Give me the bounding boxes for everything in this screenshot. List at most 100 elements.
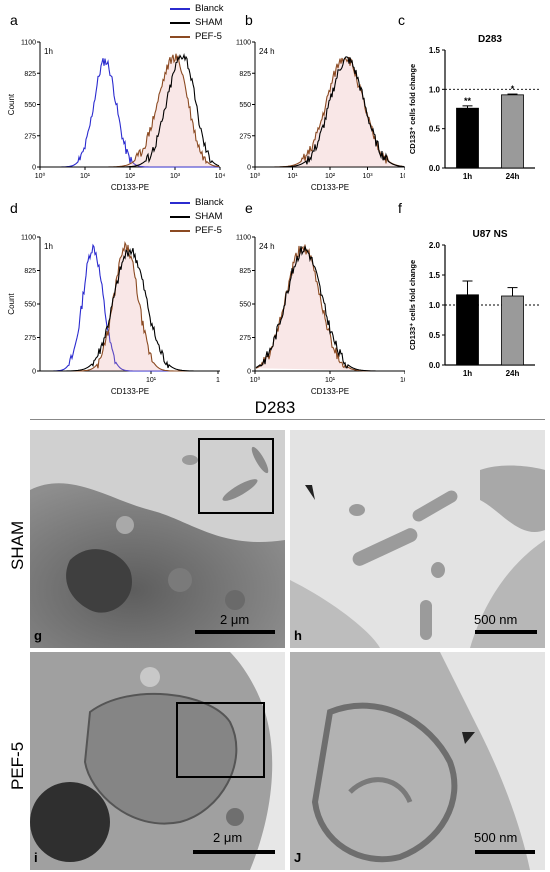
em-image-g: g 2 μm (30, 430, 285, 648)
x-tick-label: 24h (506, 172, 520, 181)
y-axis-label: CD133⁺ cells fold change (408, 64, 417, 154)
bar-1h (456, 294, 479, 366)
histogram-b: 0 275 550 825 1100 10⁰ 10¹ 10² 10³ 10⁴ CD133-PE 24 … (236, 40, 405, 192)
y-tick-label: 0 (247, 369, 251, 376)
x-tick-label: 10⁴ (400, 173, 405, 180)
inset-box-g (198, 438, 274, 514)
significance-label: ** (464, 96, 472, 106)
scale-bar-j (475, 850, 535, 854)
legend-item-pef5: PEF-5 (170, 224, 224, 238)
y-tick-label: 1.0 (429, 301, 441, 310)
scale-label-i: 2 μm (213, 830, 243, 845)
y-tick-label: 275 (239, 335, 251, 342)
panel-letter-d: d (10, 200, 18, 216)
row-label-pef5: PEF-5 (8, 741, 27, 790)
y-tick-label: 0 (32, 369, 36, 376)
histogram-d: 0 275 550 825 1100 10¹ 1 CD133-PE Count 1h (7, 235, 220, 397)
em-header-rule (30, 419, 545, 420)
bar-chart-d283: D283 0.0 0.5 1.0 1.5 CD133⁺ cells fold change… (408, 34, 541, 181)
x-tick-label: 10² (400, 377, 405, 384)
histogram-curve-sham (256, 56, 405, 168)
x-tick-label: 10¹ (80, 173, 91, 180)
x-tick-label: 10¹ (146, 377, 157, 384)
legend-item-blanck: Blanck (170, 196, 224, 210)
y-tick-label: 0.0 (429, 361, 441, 370)
histogram-curve-sham (255, 246, 404, 372)
x-axis-label: CD133-PE (111, 387, 149, 396)
scale-bar-g (195, 630, 275, 634)
panel-letter-b: b (245, 12, 253, 28)
histogram-curve-pef5 (41, 53, 220, 168)
chart-title: D283 (478, 34, 502, 45)
panel-letter-e: e (245, 200, 253, 216)
y-tick-label: 550 (24, 302, 36, 309)
y-tick-label: 2.0 (429, 241, 441, 250)
legend-top: Blanck SHAM PEF-5 (170, 2, 224, 44)
y-axis-label: Count (7, 293, 16, 315)
y-tick-label: 550 (24, 102, 36, 109)
y-tick-label: 275 (24, 335, 36, 342)
x-tick-label: 1h (463, 369, 472, 378)
bar-chart-u87: U87 NS 0.0 0.5 1.0 1.5 2.0 CD133⁺ cells fold c… (408, 229, 541, 378)
legend-item-pef5: PEF-5 (170, 30, 224, 44)
y-tick-label: 0.5 (429, 331, 441, 340)
legend-item-sham: SHAM (170, 16, 224, 30)
x-axis-label: CD133-PE (311, 183, 349, 192)
x-tick-label: 10³ (170, 173, 181, 180)
panel-letter-h: h (294, 628, 302, 643)
em-header: D283 (254, 398, 296, 417)
y-tick-label: 825 (239, 71, 251, 78)
y-tick-label: 1.0 (429, 85, 441, 94)
x-tick-label: 1h (463, 172, 472, 181)
y-tick-label: 0.0 (429, 164, 441, 173)
x-tick-label: 10² (325, 173, 336, 180)
y-tick-label: 825 (24, 268, 36, 275)
y-tick-label: 825 (24, 71, 36, 78)
x-tick-label: 10² (125, 173, 136, 180)
y-tick-label: 550 (239, 302, 251, 309)
scale-label-j: 500 nm (474, 830, 518, 845)
x-tick-label: 10⁰ (35, 172, 46, 180)
bar-24h (501, 295, 524, 366)
y-tick-label: 275 (24, 133, 36, 140)
histogram-curve-sham (41, 248, 219, 372)
y-tick-label: 1100 (21, 235, 36, 242)
histogram-curve-pef5 (41, 240, 219, 372)
panel-letter-c: c (398, 12, 405, 28)
x-tick-label: 10⁰ (250, 172, 261, 180)
chart-title: U87 NS (472, 229, 507, 240)
x-tick-label: 10⁰ (250, 376, 261, 384)
y-tick-label: 1100 (21, 40, 36, 47)
y-tick-label: 1.5 (429, 46, 441, 55)
y-tick-label: 1.5 (429, 271, 441, 280)
time-label: 1h (44, 47, 53, 56)
y-axis-label: CD133⁺ cells fold change (408, 260, 417, 350)
y-tick-label: 825 (239, 268, 251, 275)
bar-1h (456, 107, 479, 169)
panel-letter-g: g (34, 628, 42, 643)
y-tick-label: 550 (239, 102, 251, 109)
x-axis-label: CD133-PE (311, 387, 349, 396)
legend-item-sham: SHAM (170, 210, 224, 224)
y-tick-label: 0 (247, 165, 251, 172)
x-tick-label: 10³ (362, 173, 373, 180)
x-tick-label: 1 (216, 377, 220, 384)
x-tick-label: 10¹ (325, 377, 336, 384)
em-image-i: i 2 μm (30, 652, 285, 870)
panel-letter-f: f (398, 200, 402, 216)
x-axis-label: CD133-PE (111, 183, 149, 192)
time-label: 24 h (259, 242, 275, 251)
x-tick-label: 24h (506, 369, 520, 378)
y-tick-label: 275 (239, 133, 251, 140)
x-tick-label: 10¹ (287, 173, 298, 180)
em-image-h: h 500 nm (290, 430, 545, 648)
histogram-curve-sham (41, 52, 220, 168)
x-tick-label: 10⁴ (215, 173, 226, 180)
y-axis-label: Count (7, 93, 16, 115)
panel-letter-a: a (10, 12, 18, 28)
inset-box-i (176, 702, 265, 778)
significance-label: * (511, 84, 515, 94)
y-tick-label: 0 (32, 165, 36, 172)
time-label: 1h (44, 242, 53, 251)
scale-label-h: 500 nm (474, 612, 518, 627)
